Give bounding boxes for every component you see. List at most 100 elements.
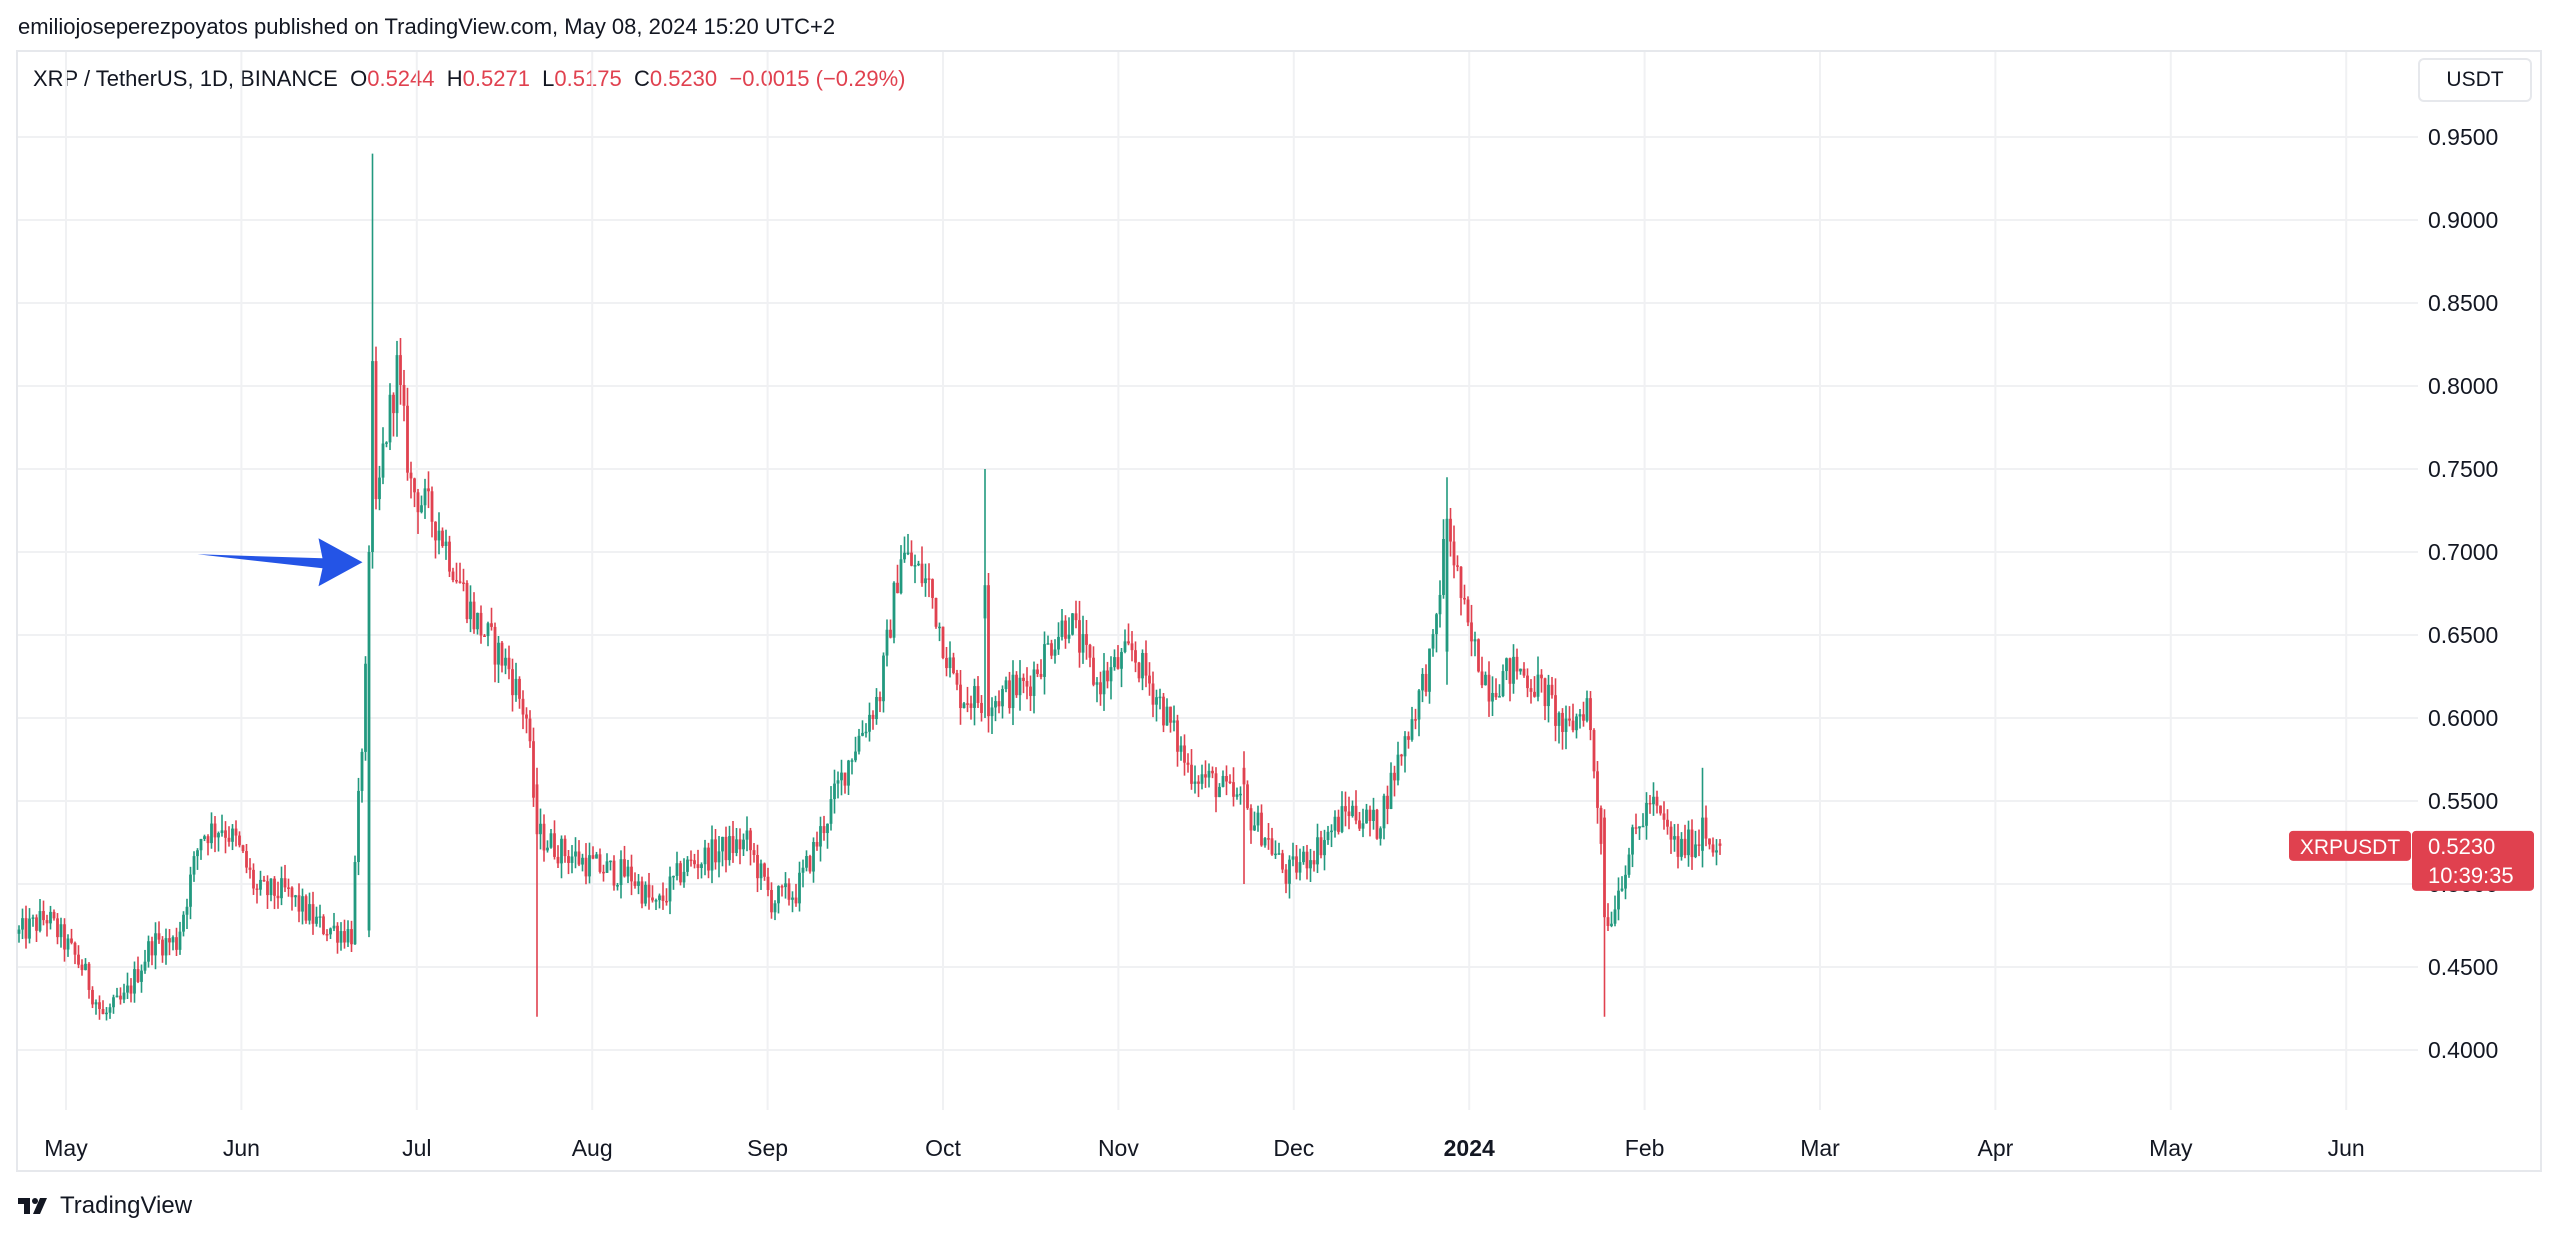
candle-body [661, 895, 665, 901]
candle-body [693, 860, 696, 865]
candle-body [1305, 851, 1309, 869]
candle-body [1172, 720, 1176, 723]
candle-body [381, 443, 385, 478]
candle-body [45, 920, 49, 924]
candle-body [602, 871, 605, 874]
candle-body [161, 939, 164, 956]
candle-body [787, 883, 791, 900]
tradingview-logo[interactable]: TradingView [18, 1192, 192, 1220]
candle-body [689, 859, 693, 862]
candle-body [479, 612, 483, 636]
candle-body [462, 582, 465, 585]
candle-body [1106, 670, 1109, 682]
candle-body [1277, 853, 1281, 855]
candle-body [829, 799, 833, 824]
candle-body [588, 855, 591, 877]
candle-body [1410, 719, 1414, 740]
candle-body [1235, 794, 1239, 797]
candle-body [1435, 614, 1438, 635]
x-tick-label: Jun [2328, 1135, 2365, 1161]
candle-body [1302, 851, 1305, 863]
candle-body [1694, 844, 1697, 858]
candle-body [1704, 817, 1708, 839]
candles [17, 153, 1722, 1021]
candle-body [1347, 811, 1351, 817]
candle-body [395, 355, 399, 414]
candle-body [269, 878, 273, 896]
candle-body [518, 678, 521, 699]
candle-body [17, 929, 21, 934]
candle-body [658, 895, 661, 901]
candle-body [1396, 754, 1400, 781]
candle-body [1596, 771, 1599, 808]
currency-button[interactable]: USDT [2418, 58, 2532, 102]
candle-body [430, 491, 434, 522]
candle-body [612, 860, 616, 886]
candle-body [714, 839, 717, 863]
candle-body [808, 856, 812, 872]
candle-body [339, 931, 343, 943]
candle-body [1116, 657, 1120, 669]
candle-body [136, 969, 140, 982]
candle-body [304, 896, 308, 921]
candle-body [749, 830, 752, 851]
candle-body [843, 772, 847, 786]
candle-body [1498, 696, 1501, 698]
candle-body [686, 859, 689, 872]
x-tick-label: Jul [402, 1135, 431, 1161]
candle-body [94, 1002, 98, 1005]
candle-body [199, 838, 203, 851]
candle-body [441, 530, 444, 546]
candle-body [1057, 636, 1060, 650]
candle-body [1127, 641, 1130, 644]
candle-body [1421, 673, 1424, 691]
candle-body [140, 970, 143, 982]
y-tick-label: 0.6500 [2428, 622, 2498, 648]
y-tick-label: 0.8000 [2428, 373, 2498, 399]
candle-body [1316, 837, 1319, 865]
candle-body [717, 851, 721, 863]
candle-body [1701, 817, 1704, 851]
candle-body [654, 900, 658, 902]
x-tick-label: Sep [747, 1135, 788, 1161]
candle-body [1330, 830, 1333, 833]
candle-body [238, 835, 241, 846]
candle-body [1526, 675, 1529, 689]
candle-body [1491, 692, 1494, 702]
candle-body [581, 857, 584, 865]
candle-body [1274, 853, 1277, 856]
candle-body [122, 992, 126, 1000]
candle-body [626, 866, 630, 877]
candle-body [66, 938, 70, 950]
candle-body [1568, 718, 1571, 721]
candle-body [1634, 827, 1638, 829]
candle-body [1697, 844, 1701, 846]
candle-body [1351, 805, 1354, 817]
candle-body [1218, 786, 1221, 798]
candle-body [1197, 781, 1200, 784]
candle-body [791, 897, 794, 900]
candle-body [1379, 828, 1382, 839]
candle-body [679, 863, 682, 883]
candle-body [1011, 674, 1015, 709]
candle-body [287, 887, 290, 889]
legend-symbol[interactable]: XRP / TetherUS, 1D, BINANCE [33, 66, 338, 91]
candle-body [637, 881, 640, 886]
candle-body [1613, 909, 1617, 924]
candle-body [1645, 802, 1648, 826]
candle-body [892, 582, 896, 638]
candle-body [1018, 677, 1022, 696]
candle-body [906, 552, 910, 555]
candle-body [63, 924, 66, 950]
candle-body [1512, 656, 1515, 684]
candle-body [143, 961, 147, 971]
candle-body [910, 552, 913, 566]
candle-body [1557, 712, 1561, 726]
candle-body [535, 784, 539, 835]
x-tick-label: Oct [925, 1135, 961, 1161]
candle-body [1652, 796, 1655, 805]
candle-body [752, 850, 756, 856]
candle-body [1186, 762, 1190, 765]
candle-body [542, 823, 546, 851]
